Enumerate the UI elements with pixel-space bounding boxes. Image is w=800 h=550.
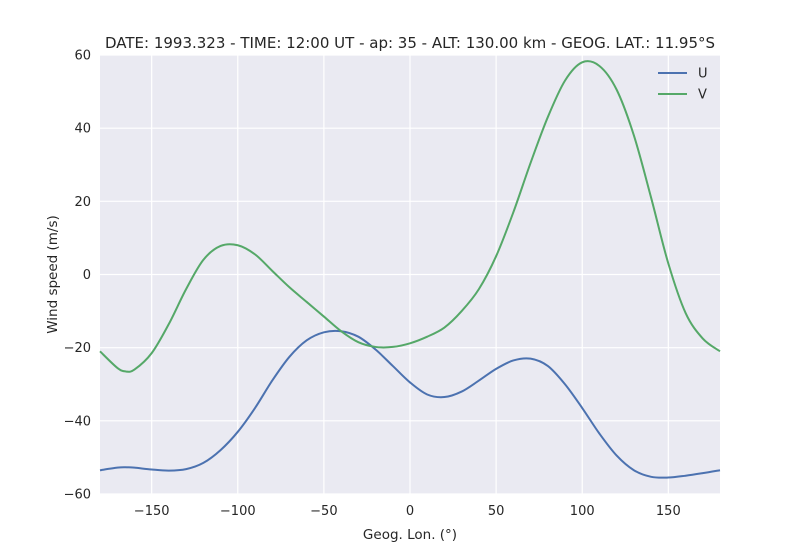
x-tick-labels: −150 −100 −50 0 50 100 150 <box>134 504 681 519</box>
legend-label-u: U <box>698 67 708 82</box>
x-tick-label: −100 <box>220 504 256 519</box>
x-tick-label: −150 <box>134 504 170 519</box>
x-tick-label: 150 <box>656 504 681 519</box>
y-tick-label: 40 <box>74 122 91 137</box>
x-tick-label: 50 <box>488 504 505 519</box>
series-line-u <box>99 329 721 479</box>
y-tick-labels: −60 −40 −20 0 20 40 60 <box>64 49 91 503</box>
x-tick-label: −50 <box>310 504 337 519</box>
grid <box>100 54 720 495</box>
y-axis-label: Wind speed (m/s) <box>45 215 61 334</box>
y-tick-label: −40 <box>64 414 91 429</box>
x-tick-label: 0 <box>406 504 414 519</box>
y-tick-label: 60 <box>74 49 91 64</box>
legend: UV <box>658 67 708 103</box>
chart-title: DATE: 1993.323 - TIME: 12:00 UT - ap: 35… <box>105 34 715 52</box>
y-tick-label: 0 <box>83 268 91 283</box>
y-tick-label: −60 <box>64 488 91 503</box>
x-tick-label: 100 <box>570 504 595 519</box>
y-tick-label: 20 <box>74 195 91 210</box>
y-tick-label: −20 <box>64 341 91 356</box>
series-line-v <box>99 60 721 373</box>
series-lines <box>99 60 721 479</box>
x-axis-label: Geog. Lon. (°) <box>363 527 457 543</box>
legend-label-v: V <box>698 88 707 103</box>
